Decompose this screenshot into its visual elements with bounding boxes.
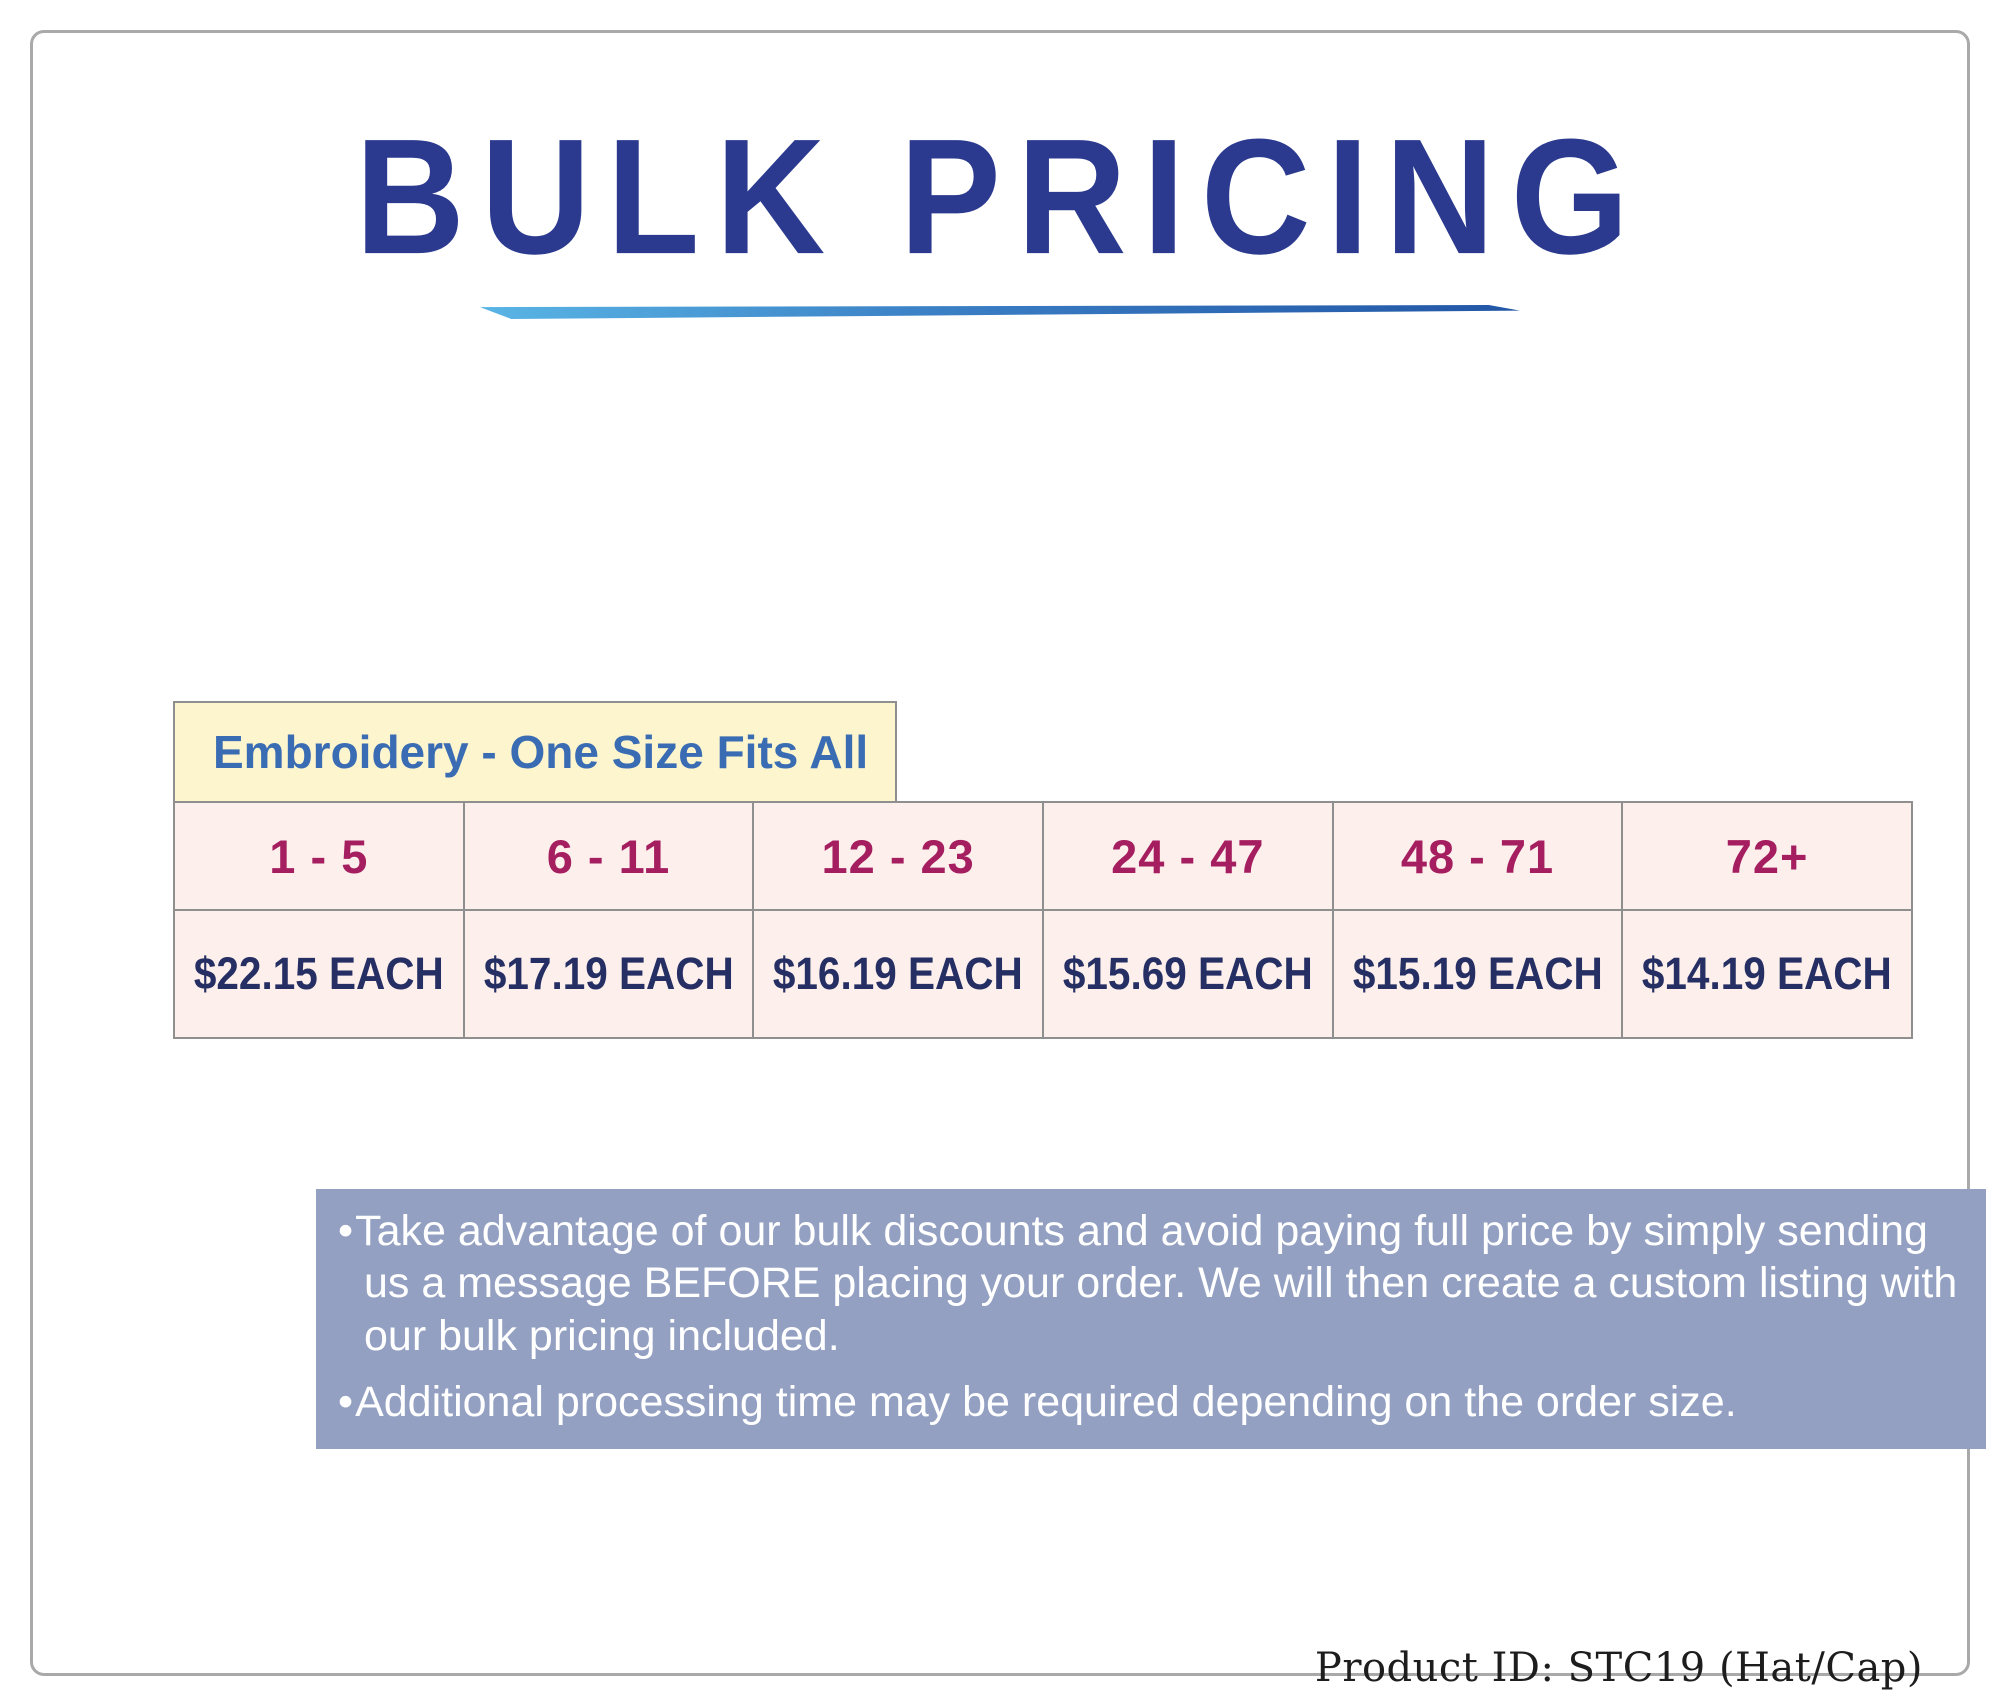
note-text: Take advantage of our bulk discounts and… [355, 1207, 1958, 1360]
note-item: •Additional processing time may be requi… [338, 1376, 1958, 1428]
price-value: $14.19 EACH [1642, 948, 1893, 999]
notes-box: •Take advantage of our bulk discounts an… [316, 1189, 1986, 1449]
price-cell: $15.69 EACH [1043, 911, 1332, 1037]
bullet-glyph: • [338, 1378, 354, 1427]
product-id-label: Product ID: STC19 (Hat/Cap) [1314, 1645, 1923, 1691]
title-underline-swoosh [480, 305, 1520, 319]
price-value: $17.19 EACH [483, 948, 734, 999]
price-cell: $22.15 EACH [175, 911, 463, 1037]
qty-range-cell: 48 - 71 [1333, 803, 1622, 909]
bullet-glyph: • [338, 1207, 354, 1255]
qty-range-cell: 1 - 5 [175, 803, 463, 909]
note-text: Additional processing time may be requir… [355, 1378, 1737, 1427]
page-border: BULK PRICING Embroidery - One Size Fits … [30, 30, 1986, 1691]
price-cell: $15.19 EACH [1333, 911, 1622, 1037]
pricing-table: 1 - 5 6 - 11 12 - 23 24 - 47 48 - 71 72+… [173, 801, 1913, 1039]
price-value: $22.15 EACH [193, 948, 444, 999]
qty-range-cell: 24 - 47 [1043, 803, 1332, 909]
price-cell: $16.19 EACH [754, 911, 1042, 1037]
page-title: BULK PRICING [355, 105, 1645, 289]
note-item: •Take advantage of our bulk discounts an… [338, 1205, 1958, 1362]
qty-range-cell: 72+ [1623, 803, 1911, 909]
price-value: $15.69 EACH [1062, 948, 1313, 999]
price-cell: $17.19 EACH [464, 911, 753, 1037]
price-cell: $14.19 EACH [1623, 911, 1911, 1037]
price-value: $15.19 EACH [1352, 948, 1603, 999]
table-header-label: Embroidery - One Size Fits All [173, 701, 897, 801]
qty-range-cell: 6 - 11 [464, 803, 753, 909]
price-value: $16.19 EACH [773, 948, 1024, 999]
qty-range-cell: 12 - 23 [754, 803, 1042, 909]
